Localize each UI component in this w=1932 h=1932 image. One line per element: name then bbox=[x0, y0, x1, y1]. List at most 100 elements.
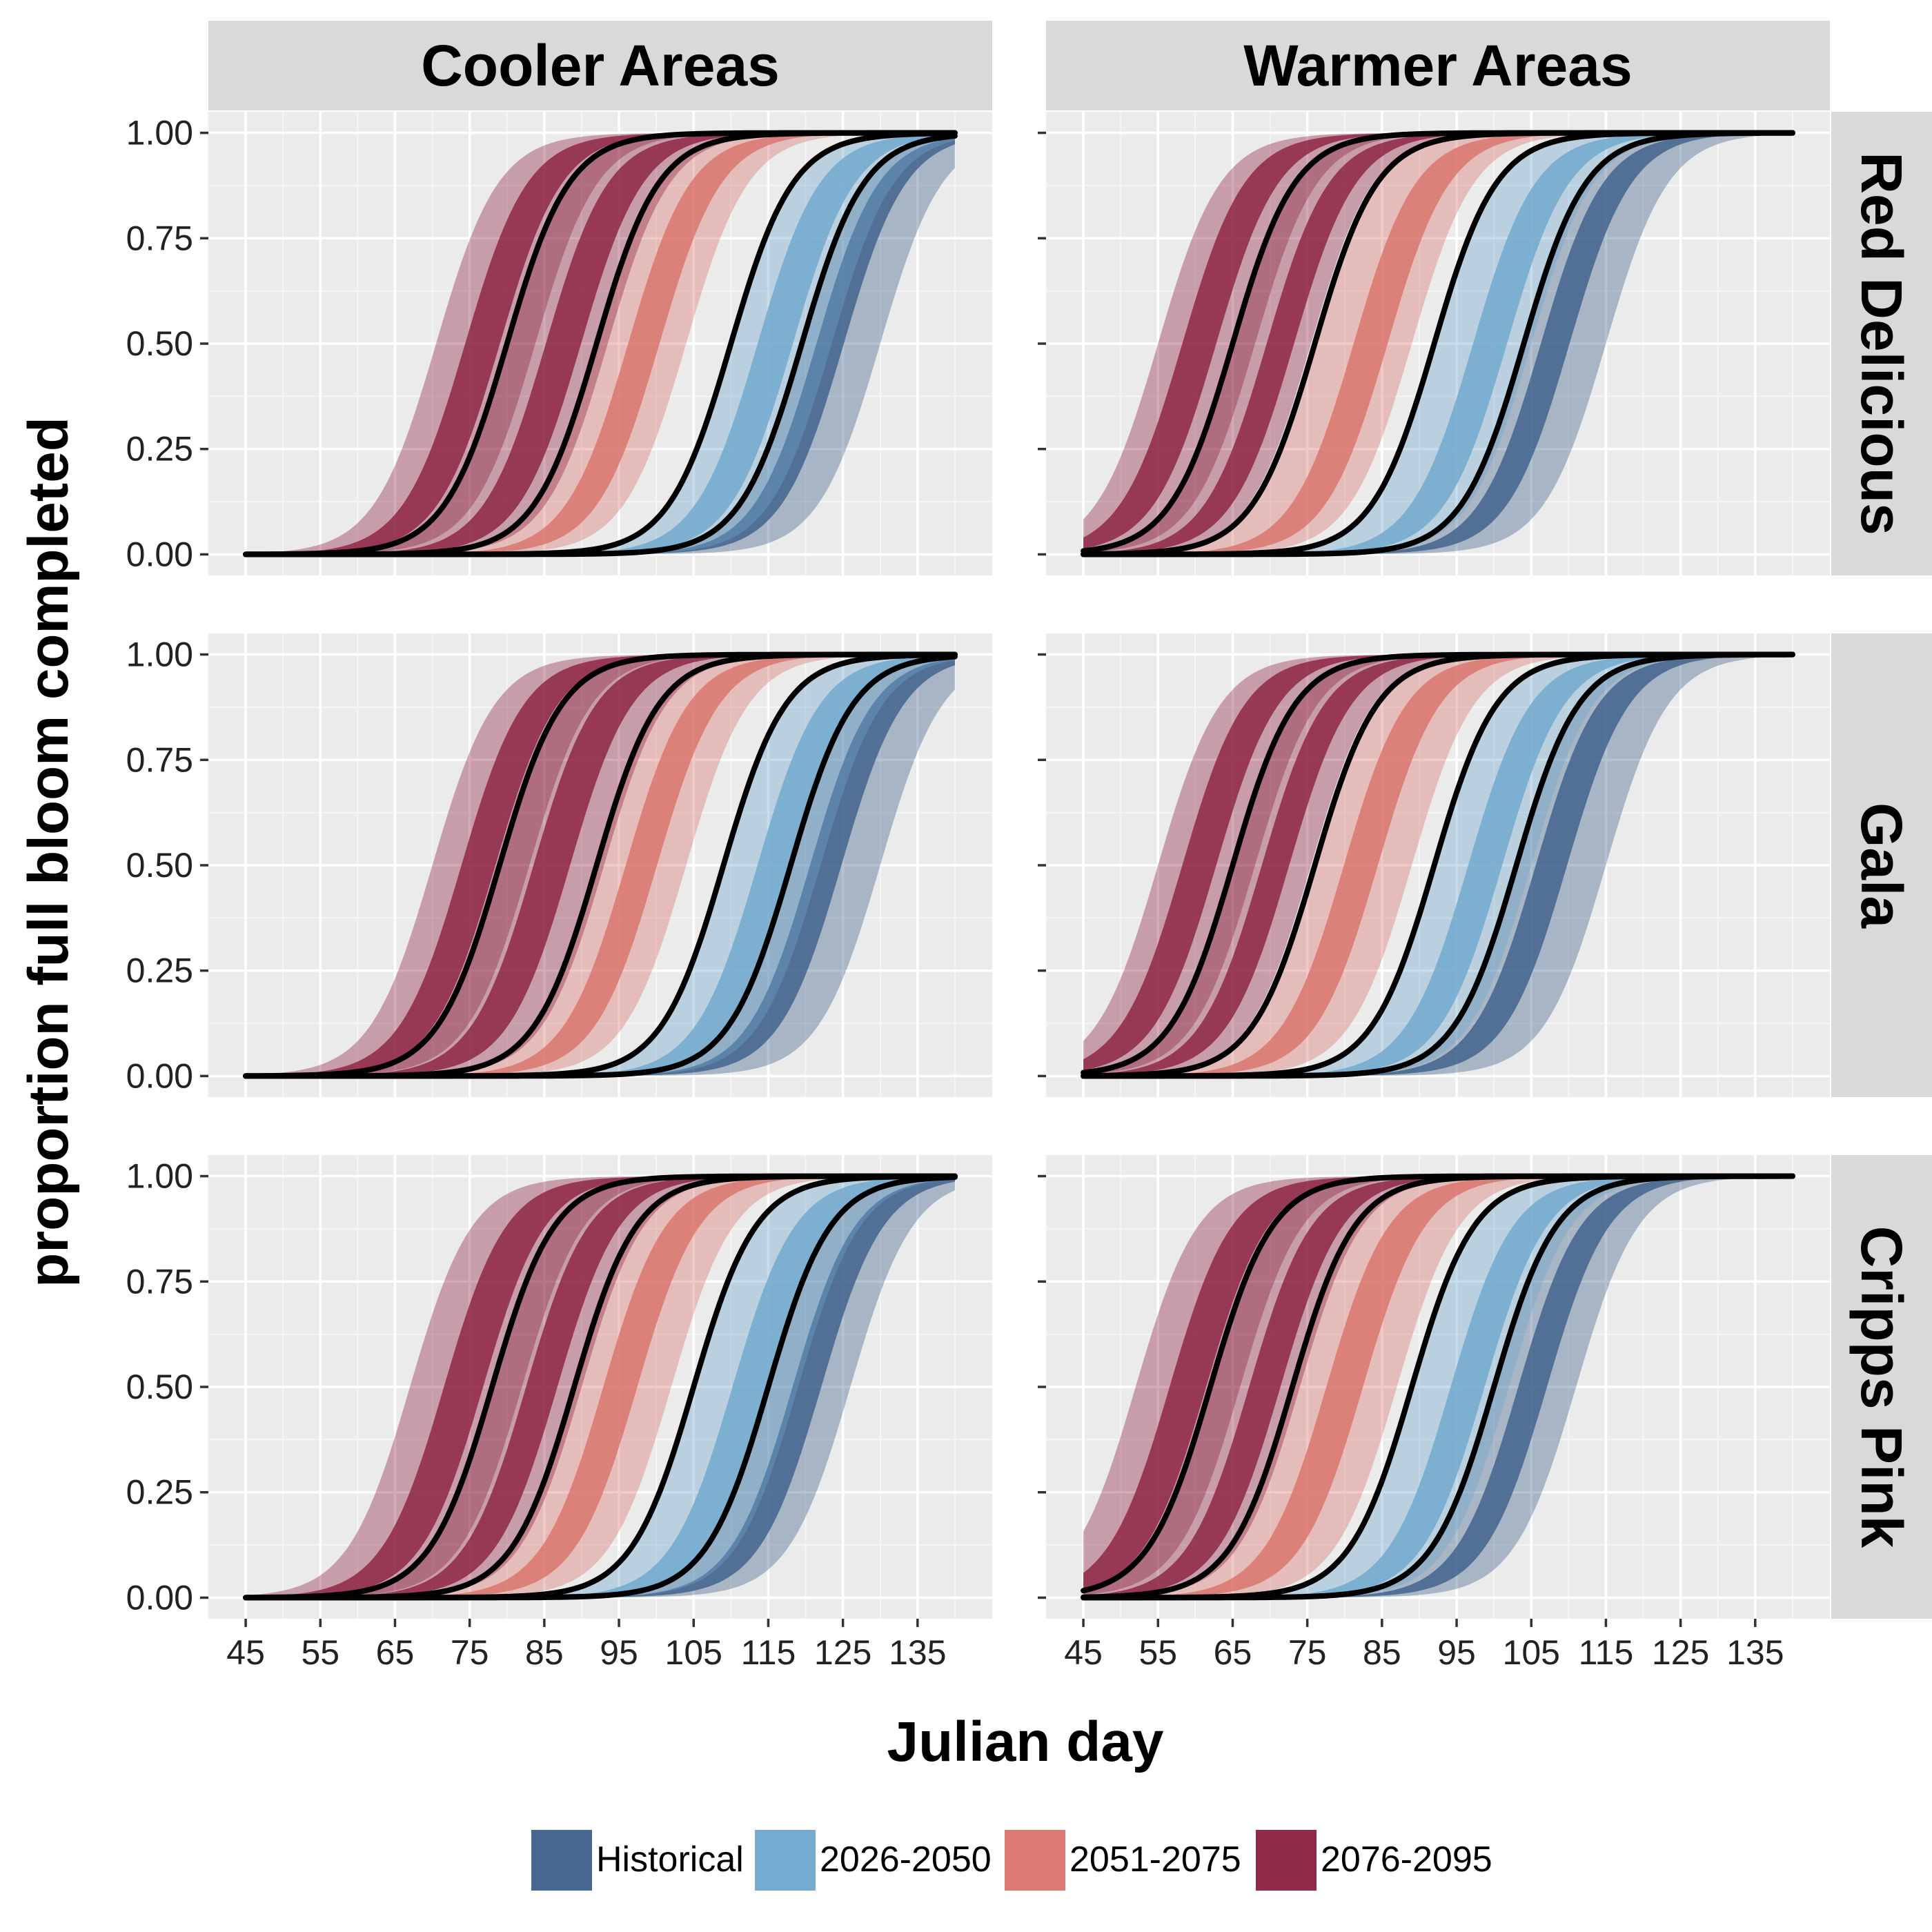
y-tick-label: 1.00 bbox=[126, 1157, 193, 1196]
x-tick-label: 75 bbox=[451, 1633, 489, 1672]
median-line-4 bbox=[243, 653, 958, 1079]
band-core-historical bbox=[246, 658, 955, 1076]
band-core-2076-2095 bbox=[246, 1176, 955, 1598]
x-tick-label: 125 bbox=[814, 1633, 871, 1672]
x-tick-label: 105 bbox=[1503, 1633, 1560, 1672]
band-outer-2076-2095 bbox=[246, 132, 955, 555]
row-strip-red-delicious: Red Delicious bbox=[1831, 112, 1932, 575]
band-outer-2076-2095 bbox=[1083, 132, 1793, 555]
legend: Historical 2026-2050 2051-2075 2076-2095 bbox=[531, 1830, 1492, 1891]
legend-label: 2026-2050 bbox=[820, 1840, 992, 1880]
row-strip-label: Red Delicious bbox=[1849, 152, 1914, 535]
legend-item-2076-2095: 2076-2095 bbox=[1256, 1830, 1492, 1891]
band-outer-2076-2095 bbox=[1083, 654, 1793, 1074]
x-tick-label: 115 bbox=[1579, 1633, 1634, 1672]
y-tick-label: 0.00 bbox=[126, 535, 193, 573]
band-outer-2076-2095 bbox=[1083, 1176, 1793, 1595]
strip-background bbox=[1831, 1155, 1932, 1619]
panels-layer: 0.00 0.25 0.50 0.75 1.00 0.00 0.25 0.50 0.75 1.00… bbox=[126, 112, 1830, 1672]
y-tick-label: 0.00 bbox=[126, 1056, 193, 1095]
strip-background bbox=[1046, 21, 1830, 110]
x-tick-label: 135 bbox=[889, 1633, 946, 1672]
band-core-historical bbox=[246, 137, 955, 555]
median-line-4 bbox=[243, 1174, 958, 1601]
band-outer-2026-2050 bbox=[246, 133, 955, 555]
band-outer-2051-2075 bbox=[1083, 654, 1793, 1076]
band-outer-2051-2075 bbox=[1083, 132, 1793, 555]
band-outer-2051-2075 bbox=[246, 654, 955, 1076]
row-strip-label: Cripps Pink bbox=[1849, 1226, 1914, 1548]
x-tick-label: 105 bbox=[665, 1633, 722, 1672]
median-line-4 bbox=[1081, 651, 1795, 1079]
legend-item-historical: Historical bbox=[531, 1830, 744, 1891]
band-core-2076-2095 bbox=[246, 132, 955, 555]
band-outer-2026-2050 bbox=[246, 654, 955, 1076]
band-outer-2076-2095 bbox=[246, 654, 955, 1076]
band-outer-historical bbox=[1083, 654, 1793, 1076]
panel-red-delicious-cooler-areas: 0.00 0.25 0.50 0.75 1.00 bbox=[126, 112, 992, 575]
band-core-2051-2075 bbox=[246, 654, 955, 1076]
band-core-2026-2050 bbox=[1083, 1176, 1793, 1598]
y-tick-label: 1.00 bbox=[126, 114, 193, 152]
legend-swatch bbox=[1005, 1830, 1065, 1891]
x-tick-label: 85 bbox=[525, 1633, 564, 1672]
band-core-2026-2050 bbox=[246, 1176, 955, 1598]
y-tick-label: 0.25 bbox=[126, 952, 193, 990]
band-core-2076-2095 bbox=[246, 654, 955, 1076]
x-tick-label: 115 bbox=[741, 1633, 796, 1672]
band-core-2076-2095 bbox=[246, 1176, 955, 1598]
panel-gala-warmer-areas bbox=[1038, 633, 1830, 1097]
strip-background bbox=[208, 21, 992, 110]
y-tick-label: 0.25 bbox=[126, 1473, 193, 1512]
band-core-historical bbox=[246, 1178, 955, 1598]
column-strip-warmer-areas: Warmer Areas bbox=[1046, 21, 1830, 110]
y-tick-label: 0.75 bbox=[126, 740, 193, 779]
x-tick-label: 45 bbox=[1064, 1633, 1103, 1672]
band-outer-historical bbox=[246, 136, 955, 555]
row-strip-cripps-pink: Cripps Pink bbox=[1831, 1155, 1932, 1619]
band-outer-2076-2095 bbox=[1083, 654, 1793, 1076]
x-tick-label: 135 bbox=[1726, 1633, 1784, 1672]
legend-label: Historical bbox=[596, 1840, 744, 1880]
panel-red-delicious-warmer-areas bbox=[1038, 112, 1830, 575]
x-tick-label: 65 bbox=[1214, 1633, 1252, 1672]
band-outer-2076-2095 bbox=[246, 654, 955, 1076]
legend-swatch bbox=[1256, 1830, 1317, 1891]
strip-background bbox=[1831, 112, 1932, 575]
legend-item-2051-2075: 2051-2075 bbox=[1005, 1830, 1241, 1891]
band-core-2026-2050 bbox=[1083, 132, 1793, 555]
column-strip-label: Warmer Areas bbox=[1243, 33, 1632, 98]
median-line-4 bbox=[243, 133, 958, 558]
x-tick-label: 75 bbox=[1288, 1633, 1327, 1672]
legend-label: 2076-2095 bbox=[1321, 1840, 1492, 1880]
x-tick-label: 85 bbox=[1363, 1633, 1401, 1672]
column-strip-label: Cooler Areas bbox=[421, 33, 780, 98]
band-outer-2076-2095 bbox=[246, 132, 955, 555]
x-tick-label: 65 bbox=[376, 1633, 415, 1672]
legend-item-2026-2050: 2026-2050 bbox=[755, 1830, 992, 1891]
strip-background bbox=[1831, 633, 1932, 1097]
y-axis-title: proportion full bloom completed bbox=[17, 417, 80, 1288]
x-axis-title: Julian day bbox=[887, 1711, 1163, 1773]
y-tick-label: 1.00 bbox=[126, 635, 193, 674]
row-strip-gala: Gala bbox=[1831, 633, 1932, 1097]
x-tick-label: 55 bbox=[301, 1633, 339, 1672]
y-tick-label: 0.25 bbox=[126, 430, 193, 469]
y-tick-label: 0.75 bbox=[126, 1262, 193, 1301]
panel-gala-cooler-areas: 0.00 0.25 0.50 0.75 1.00 bbox=[126, 633, 992, 1097]
band-outer-2026-2050 bbox=[1083, 654, 1793, 1076]
legend-label: 2051-2075 bbox=[1070, 1840, 1241, 1880]
median-line-4 bbox=[1081, 1173, 1795, 1601]
legend-swatch bbox=[755, 1830, 816, 1891]
y-tick-label: 0.50 bbox=[126, 324, 193, 363]
y-tick-label: 0.50 bbox=[126, 846, 193, 885]
x-tick-label: 125 bbox=[1652, 1633, 1709, 1672]
x-tick-label: 55 bbox=[1138, 1633, 1177, 1672]
y-tick-label: 0.50 bbox=[126, 1368, 193, 1406]
x-tick-label: 95 bbox=[1437, 1633, 1476, 1672]
y-tick-label: 0.75 bbox=[126, 219, 193, 257]
band-outer-2076-2095 bbox=[1083, 132, 1793, 553]
band-outer-2051-2075 bbox=[246, 132, 955, 555]
band-core-2026-2050 bbox=[1083, 654, 1793, 1076]
x-tick-label: 95 bbox=[600, 1633, 638, 1672]
